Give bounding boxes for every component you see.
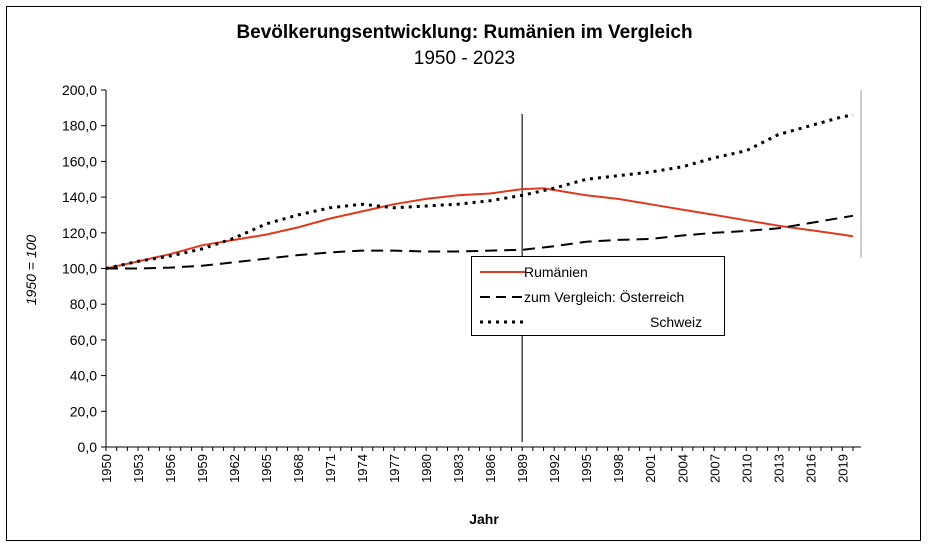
x-tick-label: 2001 xyxy=(643,454,658,483)
x-tick-label: 1995 xyxy=(579,454,594,483)
x-tick-label: 2013 xyxy=(771,454,786,483)
y-tick-label: 120,0 xyxy=(62,225,97,241)
legend-item-oesterreich: zum Vergleich: Österreich xyxy=(472,287,724,307)
x-tick-label: 1989 xyxy=(515,454,530,483)
x-tick-label: 1959 xyxy=(195,454,210,483)
x-tick-label: 2007 xyxy=(707,454,722,483)
x-tick-label: 1950 xyxy=(99,454,114,483)
x-tick-label: 1956 xyxy=(163,454,178,483)
y-tick-label: 200,0 xyxy=(62,82,97,98)
y-axis-label: 1950 = 100 xyxy=(23,235,39,306)
x-tick-label: 1983 xyxy=(451,454,466,483)
series-line-solid xyxy=(105,187,854,270)
y-tick-label: 40,0 xyxy=(70,368,97,384)
x-axis-label: Jahr xyxy=(469,511,499,527)
legend-swatch-dotted xyxy=(480,320,526,324)
y-tick-label: 100,0 xyxy=(62,261,97,277)
x-tick-label: 1986 xyxy=(483,454,498,483)
legend-item-rumaenien: Rumänien xyxy=(472,262,724,282)
y-tick-label: 180,0 xyxy=(62,118,97,134)
legend-swatch-dashed xyxy=(480,296,526,298)
x-tick-label: 2004 xyxy=(675,454,690,483)
series-line-dashed xyxy=(106,214,854,270)
x-tick-label: 1965 xyxy=(259,454,274,483)
chart-frame xyxy=(6,6,921,541)
x-tick-label: 1968 xyxy=(291,454,306,483)
x-tick-label: 1953 xyxy=(131,454,146,483)
x-tick-label: 2010 xyxy=(739,454,754,483)
series-line-dotted xyxy=(105,113,854,270)
x-tick-label: 1980 xyxy=(419,454,434,483)
legend: Rumänien zum Vergleich: Österreich Schwe… xyxy=(471,256,725,336)
legend-label: zum Vergleich: Österreich xyxy=(524,289,685,305)
x-tick-label: 1971 xyxy=(323,454,338,483)
x-tick-labels: 1950 1953 1956 1959 1962 1965 1968 1971 1974 1977… xyxy=(99,454,850,483)
x-tick-label: 1977 xyxy=(387,454,402,483)
x-tick-label: 1962 xyxy=(227,454,242,483)
y-tick-label: 20,0 xyxy=(70,403,97,419)
legend-swatch-solid xyxy=(480,271,526,273)
chart-title: Bevölkerungsentwicklung: Rumänien im Ver… xyxy=(236,22,693,43)
x-tick-label: 1998 xyxy=(611,454,626,483)
y-tick-label: 60,0 xyxy=(70,332,97,348)
x-tick-label: 2019 xyxy=(835,454,850,483)
x-tick-label: 2016 xyxy=(803,454,818,483)
y-tick-label: 140,0 xyxy=(62,189,97,205)
legend-label: Schweiz xyxy=(650,314,703,330)
y-tick-labels: 0,0 20,0 40,0 60,0 80,0 100,0 120,0 140,0 160,0 1… xyxy=(62,82,97,455)
axes xyxy=(101,89,862,451)
x-tick-label: 1992 xyxy=(547,454,562,483)
legend-item-schweiz: Schweiz xyxy=(472,312,724,332)
series-lines xyxy=(105,113,854,270)
y-tick-label: 160,0 xyxy=(62,153,97,169)
x-tick-label: 1974 xyxy=(355,454,370,483)
y-tick-label: 0,0 xyxy=(78,439,98,455)
chart-subtitle: 1950 - 2023 xyxy=(413,48,516,69)
y-tick-label: 80,0 xyxy=(70,296,97,312)
legend-label: Rumänien xyxy=(524,264,588,280)
